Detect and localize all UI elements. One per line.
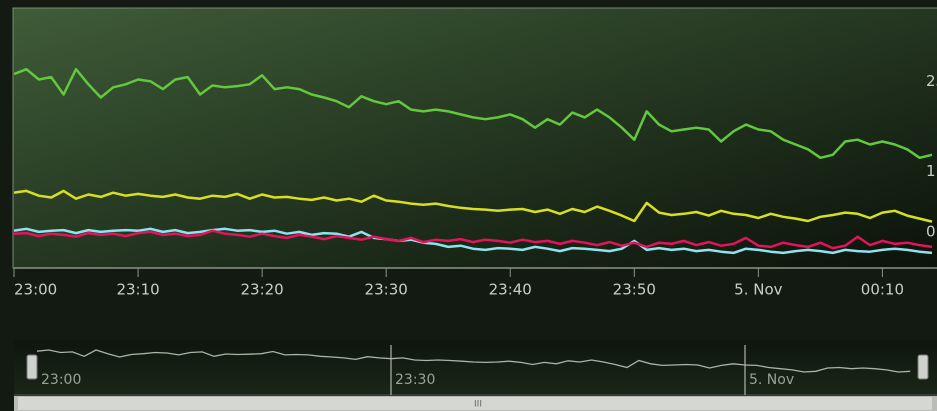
y-tick-label: 0	[926, 222, 936, 240]
scrollbar-thumb[interactable]	[18, 397, 932, 410]
navigator	[14, 340, 937, 395]
x-tick-label: 23:10	[116, 281, 159, 299]
scrollbar-grip: III	[474, 400, 482, 410]
series-line	[14, 227, 933, 255]
x-tick-label: 23:50	[613, 281, 656, 299]
x-tick-label: 23:00	[14, 281, 57, 299]
navigator-handle-left[interactable]	[26, 354, 38, 380]
series-line	[14, 67, 933, 160]
navigator-tick-label: 23:30	[395, 372, 435, 388]
x-tick-label: 23:30	[365, 281, 408, 299]
y-tick-label: 1	[926, 162, 936, 180]
y-tick-label: 25	[926, 72, 937, 90]
series-line	[14, 229, 933, 250]
x-tick-label: 23:40	[489, 281, 532, 299]
plot	[14, 67, 933, 255]
navigator-tick-label: 5. Nov	[749, 372, 794, 388]
x-tick-label: 00:10	[861, 281, 904, 299]
navigator-content: 23:00 23:30 5. Nov	[36, 345, 911, 395]
x-tick-label: 23:20	[241, 281, 284, 299]
navigator-handle-right[interactable]	[917, 354, 929, 380]
navigator-tick-label: 23:00	[41, 372, 81, 388]
plot-area	[12, 7, 937, 269]
x-tick-label: 5. Nov	[734, 281, 782, 299]
navigator-series	[36, 349, 911, 373]
series-line	[14, 189, 933, 223]
